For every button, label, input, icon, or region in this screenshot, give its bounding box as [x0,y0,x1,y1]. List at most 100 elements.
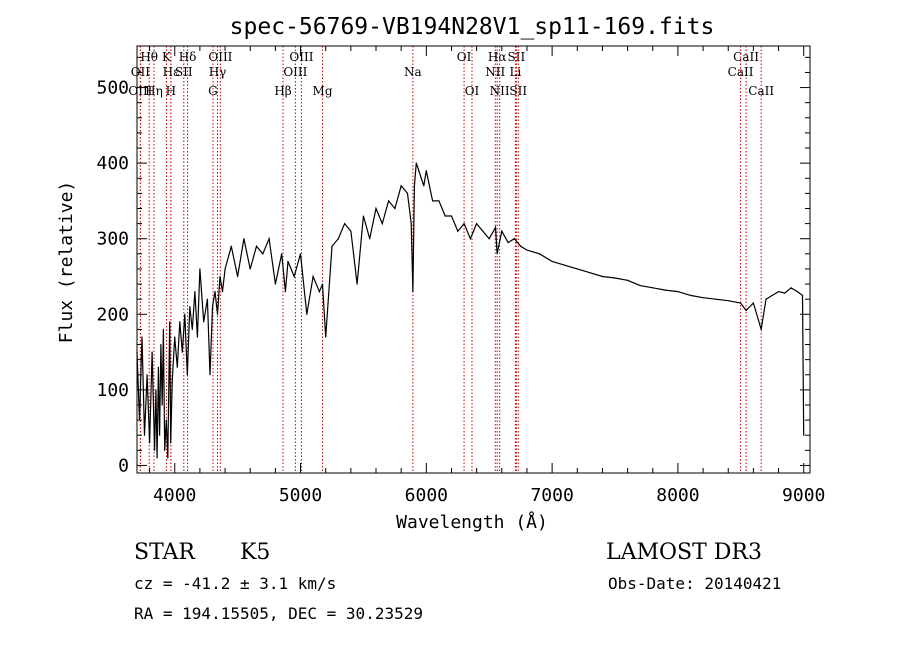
spectrum-point [143,434,146,436]
spectrum-point [194,291,196,293]
coordinates-text: RA = 194.15505, DEC = 30.23529 [134,604,423,623]
spectrum-point [469,238,471,240]
spectrum-point [450,215,453,217]
spectrum-point [457,230,459,232]
spectrum-point [752,302,754,304]
spectrum-point [170,442,172,444]
spectrum-point [362,215,365,217]
spectral-line-label: NII [485,65,505,79]
spectrum-point [387,200,390,202]
spectrum-point [507,241,509,244]
spectrum-point [463,223,465,225]
spectral-line-label: SII [175,65,193,79]
spectrum-point [157,366,159,368]
spectrum-point [576,268,578,270]
spectrum-point [496,253,498,255]
spectrum-point [406,192,409,194]
spectrum-point [639,284,641,287]
spectrum-point [331,245,333,247]
spectral-line-label: SII [509,84,527,98]
spectrum-point [765,298,767,300]
spectrum-point [318,291,321,293]
spectrum-point [520,245,522,247]
spectral-line-label: OIII [289,50,313,64]
spectrum-point [255,245,258,247]
spectrum-point [412,291,414,293]
spectrum-point [689,294,692,296]
spectral-line-label: OI [457,50,472,64]
spectrum-point [410,223,412,225]
x-tick-label: 5000 [279,485,322,506]
spectrum-point [369,238,371,240]
spectrum-point [394,207,396,210]
spectrum-point [167,457,169,459]
spectrum-point [501,230,503,232]
spectrum-point [174,336,176,338]
spectrum-point [243,238,245,240]
spectrum-point [191,328,193,331]
spectrum-point [677,291,679,293]
spectrum-point [564,264,566,266]
y-axis-label: Flux (relative) [56,181,77,344]
spectral-line-label: Hβ [274,84,291,98]
y-tick-label: 200 [96,304,129,325]
spectrum-point [777,291,780,293]
spectrum-point [418,170,420,172]
spectrum-point [189,306,191,308]
axis-ticks: 4000 5000 6000 7000 8000 9000 0 100 200 300 400 500 [96,46,825,506]
spectrum-series [136,162,805,459]
spectrum-point [626,279,629,281]
spectrum-point [159,434,161,436]
spectrum-point [221,291,224,293]
spectrum-point [432,200,434,202]
object-subclass: K5 [240,540,271,565]
spectrum-point [299,253,302,255]
spectrum-point [343,223,346,225]
chart-title: spec-56769-VB194N28V1_sp11-169.fits [230,14,715,40]
spectrum-point [438,200,440,202]
spectrum-point [589,272,591,274]
spectrum-point [321,283,324,285]
spectrum-point [154,449,156,451]
spectral-line-label: OIII [208,50,232,64]
spectrum-point [350,230,352,232]
spectral-line-label: Hα [488,50,507,64]
spectral-line-label: Na [404,65,422,79]
spectrum-point [284,291,287,293]
spectral-line-label: OI [465,84,480,98]
spectrum-point [214,291,216,293]
spectrum-point [415,162,417,164]
spectral-line-label: NII [490,84,510,98]
spectrum-point [444,215,446,217]
spectrum-point [141,336,143,338]
spectrum-point [268,238,270,240]
spectrum-point [181,351,183,353]
object-class: STAR [134,540,195,565]
spectrum-point [160,343,162,346]
x-axis-label: Wavelength (Å) [396,511,548,533]
x-tick-label: 6000 [405,485,448,506]
spectrum-point [337,238,339,240]
spectrum-point [614,277,616,279]
spectrum-point [375,207,377,210]
y-tick-label: 0 [118,455,129,476]
spectrum-point [760,328,762,331]
spectrum-point [790,287,792,289]
spectrum-point [293,275,295,278]
spectral-line-label: H [166,84,176,98]
spectral-line-label: CaII [748,84,774,98]
spectral-line-label: Hθ [140,50,158,64]
spectrum-point [156,457,158,459]
spectrum-point [425,170,427,172]
spectrum-point [230,245,232,247]
spectrum-point [423,185,425,187]
spectrum-point [801,294,804,296]
spectrum-point [312,275,314,278]
x-tick-label: 9000 [782,485,825,506]
spectrum-point [538,253,541,255]
spectrum-point [176,366,178,368]
spectral-line-label: K [162,50,172,64]
spectrum-point [664,289,666,291]
spectral-line-label: Hε [163,65,180,79]
